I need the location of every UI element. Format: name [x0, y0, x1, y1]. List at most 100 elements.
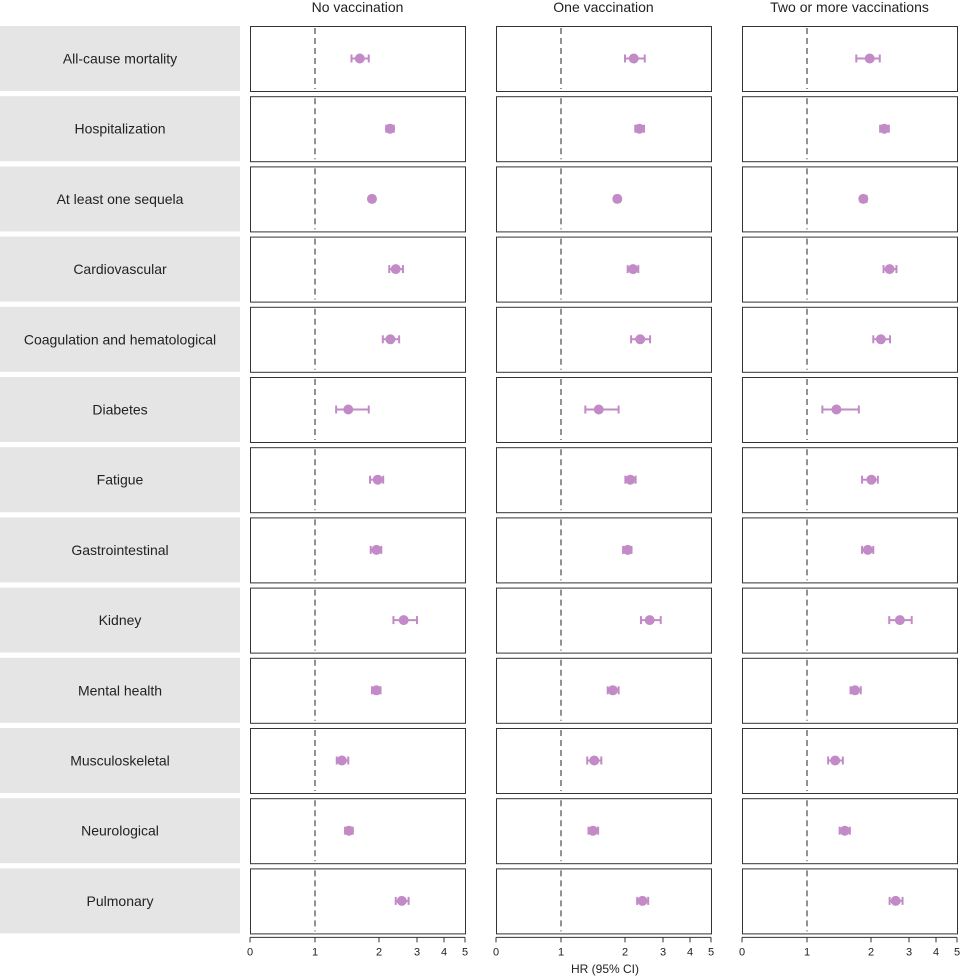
hr-point [589, 755, 600, 766]
x-tick-label: 5 [954, 946, 960, 958]
row-cell [742, 657, 958, 724]
hr-point [850, 685, 860, 696]
x-tick-label: 0 [493, 946, 499, 958]
row-cell [496, 96, 712, 163]
row-cell [496, 26, 712, 92]
x-tick-label: 5 [708, 946, 714, 958]
outcome-label-bg [0, 236, 240, 302]
row-cell [250, 447, 466, 514]
row-cell [496, 447, 712, 514]
hr-point [371, 685, 382, 696]
row-cell [742, 868, 958, 935]
x-tick-label: 1 [558, 946, 564, 958]
row-cell [742, 587, 958, 654]
row-cell [742, 447, 958, 514]
outcome-label-bg [0, 447, 240, 513]
x-tick-label: 3 [660, 946, 666, 958]
x-tick-label: 1 [312, 946, 318, 958]
panel-title: One vaccination [553, 0, 653, 15]
x-tick-label: 0 [247, 946, 253, 958]
x-tick-label: 2 [376, 946, 382, 958]
hr-point [607, 685, 618, 696]
hr-point [866, 474, 877, 485]
hr-point [637, 895, 648, 906]
row-cell [742, 166, 958, 233]
row-cell [250, 236, 466, 303]
outcome-label: Musculoskeletal [70, 753, 170, 769]
panel: No vaccination 0 1 2 3 4 5 [247, 0, 468, 958]
row-cell [250, 306, 466, 373]
hr-point [635, 334, 646, 345]
row-cell [742, 306, 958, 373]
row-cell [250, 728, 466, 794]
outcome-label-bg [0, 728, 240, 793]
outcome-label-bg [0, 96, 240, 162]
panel: One vaccination 0 1 2 3 4 5 [493, 0, 714, 958]
row-cell [742, 26, 958, 92]
panel: Two or more vaccinations 0 1 2 3 4 5 [739, 0, 960, 958]
hr-point [622, 544, 633, 555]
row-cell [496, 166, 712, 233]
outcome-label: Pulmonary [87, 893, 154, 909]
outcome-label-bg [0, 587, 240, 653]
hr-point [875, 334, 886, 345]
row-cell [496, 657, 712, 724]
hr-point [366, 193, 377, 204]
hr-point [371, 544, 382, 555]
outcome-label: Gastrointestinal [71, 542, 168, 558]
row-cell [250, 868, 466, 935]
hr-point [343, 404, 354, 415]
x-tick-label: 4 [687, 946, 693, 958]
x-tick-label: 0 [739, 946, 745, 958]
row-cell [250, 166, 466, 233]
row-cell [496, 798, 712, 865]
hr-point [627, 264, 638, 275]
x-axis-title: HR (95% CI) [571, 962, 639, 976]
outcome-label: Fatigue [97, 472, 144, 488]
hr-point [385, 123, 396, 134]
hr-point [593, 404, 604, 415]
x-tick-label: 5 [462, 946, 468, 958]
x-tick-label: 3 [906, 946, 912, 958]
row-cell [250, 657, 466, 724]
outcome-label-bg [0, 657, 240, 723]
x-tick-label: 1 [804, 946, 810, 958]
forest-panels: No vaccination 0 1 2 3 4 5 One vaccination 0 1 2 3 4… [247, 0, 960, 958]
outcome-label-bg [0, 26, 240, 91]
row-cell [250, 96, 466, 163]
row-cell [250, 798, 466, 865]
x-tick-label: 4 [933, 946, 939, 958]
hr-point [628, 53, 639, 64]
row-cell [742, 96, 958, 163]
row-cell [250, 517, 466, 584]
row-cell [496, 517, 712, 584]
hr-point [396, 895, 407, 906]
hr-point [372, 474, 383, 485]
hr-point [336, 755, 347, 766]
hr-point [862, 544, 873, 555]
hr-point [890, 895, 901, 906]
outcome-label-bg [0, 798, 240, 864]
x-tick-label: 4 [441, 946, 447, 958]
hr-point [385, 334, 396, 345]
hr-point [644, 615, 655, 626]
outcome-labels: All-cause mortality Hospitalization At lea… [0, 26, 240, 934]
hr-point [864, 53, 875, 64]
row-cell [742, 728, 958, 794]
hr-point [839, 825, 850, 836]
x-tick-label: 2 [622, 946, 628, 958]
x-tick-label: 3 [414, 946, 420, 958]
hr-point [343, 825, 354, 836]
outcome-label: Coagulation and hematological [24, 331, 216, 347]
hr-point [588, 825, 598, 836]
outcome-label: Kidney [99, 612, 142, 628]
hr-point [612, 193, 623, 204]
hr-point [354, 53, 365, 64]
outcome-label-bg [0, 166, 240, 232]
hr-point [390, 264, 401, 275]
hr-point [398, 615, 409, 626]
panel-title: No vaccination [312, 0, 404, 15]
hr-point [858, 193, 869, 204]
outcome-label: Cardiovascular [73, 261, 167, 277]
